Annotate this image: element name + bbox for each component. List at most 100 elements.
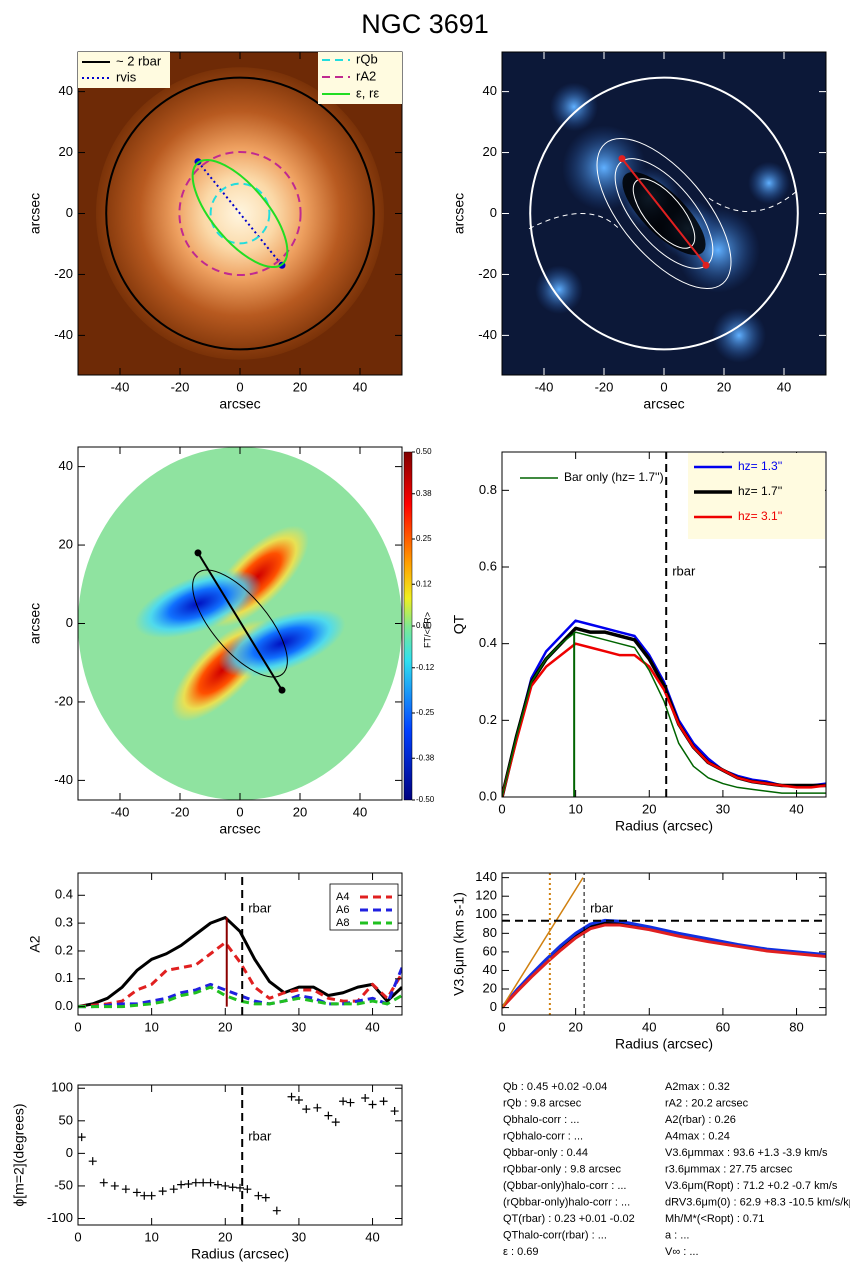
figure-title: NGC 3691 — [361, 9, 489, 39]
emission — [712, 307, 766, 363]
y-tick-label: 80 — [483, 925, 497, 940]
colorbar-tick-label: 0.50 — [416, 447, 432, 456]
x-tick-label: -40 — [111, 804, 130, 819]
y-tick-label: 0 — [490, 205, 497, 220]
point — [158, 1187, 167, 1196]
colorbar — [403, 451, 413, 801]
x-tick-label: 30 — [292, 1019, 306, 1034]
y-axis-label: ϕ[m=2](degrees) — [11, 1103, 27, 1206]
parameter: rQb : 9.8 arcsec — [503, 1097, 582, 1109]
point — [243, 1185, 252, 1194]
y-tick-label: 40 — [483, 962, 497, 977]
x-tick-label: 40 — [777, 379, 791, 394]
x-tick-label: 80 — [789, 1019, 803, 1034]
legend-label: Bar only (hz= 1.7'') — [564, 470, 664, 484]
point — [213, 1180, 222, 1189]
point — [110, 1181, 119, 1190]
y-tick-label: 20 — [59, 144, 73, 159]
y-axis-label: V3.6μm (km s-1) — [451, 892, 467, 996]
overlay-ellipse — [192, 569, 288, 678]
point — [147, 1191, 156, 1200]
y-tick-label: -20 — [54, 266, 73, 281]
y-tick-label: 0.0 — [55, 998, 73, 1013]
point — [261, 1193, 270, 1202]
x-axis-label: Radius (arcsec) — [615, 818, 713, 834]
point — [339, 1097, 348, 1106]
x-tick-label: 20 — [717, 379, 731, 394]
parameter: a : ... — [665, 1229, 689, 1241]
series-line — [78, 985, 402, 1009]
x-tick-label: 30 — [716, 801, 730, 816]
y-tick-label: 0.4 — [55, 887, 73, 902]
y-tick-label: 20 — [483, 144, 497, 159]
legend-label: ε, rε — [356, 85, 379, 100]
point — [191, 1178, 200, 1187]
parameter: Qbbar-only : 0.44 — [503, 1147, 588, 1159]
y-axis-label: arcsec — [27, 603, 43, 644]
series-line — [502, 631, 826, 797]
y-tick-label: 0 — [490, 999, 497, 1014]
legend-label: hz= 3.1'' — [738, 509, 782, 523]
point — [221, 1181, 230, 1190]
x-tick-label: 30 — [292, 1229, 306, 1244]
legend-label: hz= 1.7'' — [738, 484, 782, 498]
x-tick-label: -20 — [171, 379, 190, 394]
series-line — [502, 642, 826, 797]
x-tick-label: -40 — [111, 379, 130, 394]
frame — [501, 451, 827, 798]
y-tick-label: 120 — [475, 888, 497, 903]
parameter: QT(rbar) : 0.23 +0.01 -0.02 — [503, 1213, 635, 1225]
overlay-line — [621, 158, 707, 266]
point — [132, 1188, 141, 1197]
plot-area — [78, 873, 402, 1015]
x-tick-label: 40 — [353, 379, 367, 394]
plot-area — [78, 447, 402, 800]
x-axis-label: Radius (arcsec) — [191, 1246, 289, 1262]
colorbar-tick-label: -0.38 — [416, 753, 435, 762]
x-tick-label: 0 — [74, 1019, 81, 1034]
y-tick-label: 40 — [59, 83, 73, 98]
x-axis-label: Radius (arcsec) — [615, 1036, 713, 1052]
parameter: dRV3.6μm(0) : 62.9 +8.3 -10.5 km/s/kpc — [665, 1196, 850, 1208]
point — [390, 1107, 399, 1116]
overlay-line — [197, 161, 283, 266]
overlay-circle — [529, 76, 799, 351]
parameter: ε : 0.69 — [503, 1246, 538, 1258]
x-tick-label: 20 — [218, 1229, 232, 1244]
y-tick-label: 0.8 — [479, 482, 497, 497]
colorbar-tick-label: -0.50 — [416, 795, 435, 804]
v-line-label: rbar — [248, 1128, 272, 1143]
point — [121, 1185, 130, 1194]
emission — [748, 161, 790, 205]
point — [228, 1183, 237, 1192]
x-tick-label: -20 — [595, 379, 614, 394]
x-tick-label: 0 — [74, 1229, 81, 1244]
x-axis-label: arcsec — [219, 821, 260, 837]
y-tick-label: 0.3 — [55, 915, 73, 930]
frame — [77, 872, 403, 1016]
legend-box — [78, 52, 170, 88]
y-axis-label: A2 — [27, 935, 43, 952]
plot-area — [78, 52, 402, 375]
colorbar-tick-label: 0.12 — [416, 579, 432, 588]
legend-box — [318, 52, 402, 104]
point — [99, 1178, 108, 1187]
series-line — [78, 941, 402, 1009]
y-axis-label: arcsec — [27, 193, 43, 234]
point — [199, 1178, 208, 1187]
x-tick-label: 20 — [642, 801, 656, 816]
overlay-circle — [209, 182, 271, 245]
plot-area — [502, 873, 826, 1015]
y-tick-label: 0.2 — [55, 942, 73, 957]
overlay-circle — [178, 150, 302, 277]
y-tick-label: 0.0 — [479, 788, 497, 803]
parameter: rA2 : 20.2 arcsec — [665, 1097, 749, 1109]
v-line-label: rbar — [248, 900, 272, 915]
point — [287, 1092, 296, 1101]
y-tick-label: -40 — [54, 772, 73, 787]
x-tick-label: 20 — [293, 804, 307, 819]
parameter: QThalo-corr(rbar) : ... — [503, 1229, 607, 1241]
y-tick-label: 0.6 — [479, 558, 497, 573]
y-tick-label: 100 — [51, 1080, 73, 1095]
point — [361, 1094, 370, 1103]
